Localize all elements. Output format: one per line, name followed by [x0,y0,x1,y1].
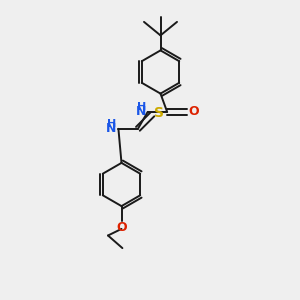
Text: S: S [154,106,164,120]
Text: O: O [116,221,127,234]
Text: H: H [136,102,146,112]
Text: N: N [106,122,117,135]
Text: H: H [107,119,117,129]
Text: N: N [136,105,146,119]
Text: O: O [188,105,199,119]
